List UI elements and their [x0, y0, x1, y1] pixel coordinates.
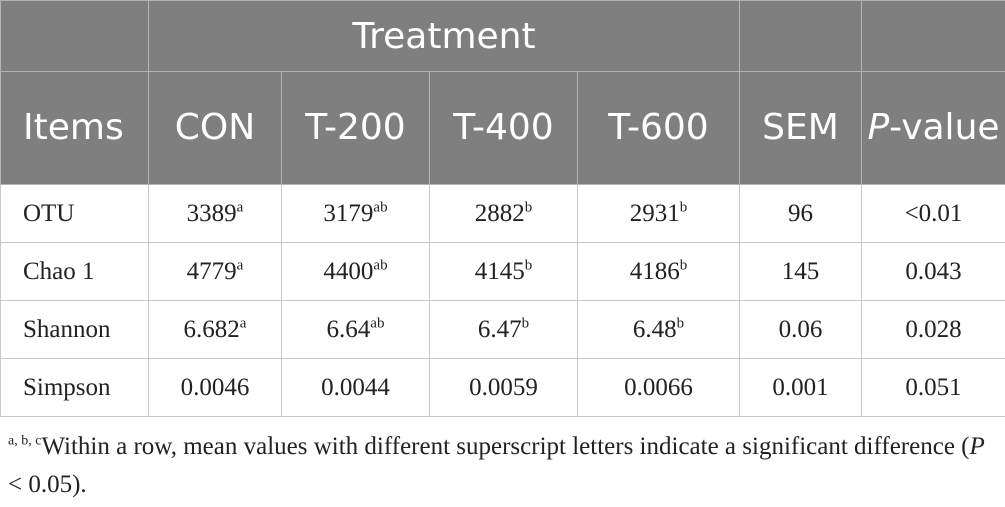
cell-value: 6.682	[183, 315, 240, 343]
header-empty-cell	[0, 0, 149, 72]
footnote-tail: < 0.05).	[8, 471, 87, 498]
header-empty-cell	[861, 0, 1005, 72]
table-cell: 0.051	[861, 358, 1005, 417]
cell-value: 4400	[323, 257, 374, 285]
column-header-sem: SEM	[739, 71, 862, 185]
cell-superscript: b	[679, 257, 688, 274]
column-header-pvalue: P-value	[861, 71, 1005, 185]
pvalue-italic-p: P	[867, 107, 890, 148]
table-cell: 4400ab	[281, 242, 430, 301]
column-header-con: CON	[148, 71, 282, 185]
items-header: Items	[0, 71, 149, 185]
cell-superscript: a	[236, 199, 244, 216]
header-row-columns: Items CON T-200 T-400 T-600 SEM P-value	[0, 71, 1005, 185]
cell-value: 4779	[186, 257, 237, 285]
cell-superscript: a	[236, 257, 244, 274]
table-cell: 0.0046	[148, 358, 282, 417]
table-cell: 145	[739, 242, 862, 301]
cell-value: 0.0046	[180, 373, 250, 401]
cell-value: 0.028	[905, 315, 962, 343]
cell-value: 2931	[629, 199, 680, 227]
row-item-label: Shannon	[0, 300, 149, 359]
cell-superscript: ab	[373, 199, 388, 216]
cell-value: 0.043	[905, 257, 962, 285]
cell-value: 3389	[186, 199, 237, 227]
table-cell: 0.001	[739, 358, 862, 417]
cell-value: 6.48	[632, 315, 677, 343]
cell-value: 4186	[629, 257, 680, 285]
table-cell: 3179ab	[281, 184, 430, 243]
table-cell: 0.043	[861, 242, 1005, 301]
table-cell: 6.64ab	[281, 300, 430, 359]
cell-value: 0.0066	[624, 373, 693, 401]
cell-superscript: b	[524, 257, 533, 274]
table-cell: 4186b	[577, 242, 740, 301]
cell-value: 145	[781, 257, 820, 285]
column-header-t200: T-200	[281, 71, 430, 185]
results-table: Treatment Items CON T-200 T-400 T-600 SE…	[0, 0, 1005, 417]
cell-value: <0.01	[904, 199, 963, 227]
table-row: Simpson 0.0046 0.0044 0.0059 0.0066 0.001 0.05…	[0, 358, 1005, 417]
treatment-group-header: Treatment	[148, 0, 740, 72]
footnote-text: Within a row, mean values with different…	[41, 433, 970, 460]
table-cell: 0.0066	[577, 358, 740, 417]
table-row: Chao 1 4779a 4400ab 4145b 4186b 145 0.043	[0, 242, 1005, 301]
cell-superscript: ab	[373, 257, 388, 274]
table-cell: 96	[739, 184, 862, 243]
cell-superscript: b	[521, 315, 530, 332]
column-header-t600: T-600	[577, 71, 740, 185]
row-item-label: Chao 1	[0, 242, 149, 301]
footnote-italic-p: P	[969, 433, 985, 460]
cell-superscript: ab	[370, 315, 385, 332]
table-cell: <0.01	[861, 184, 1005, 243]
cell-value: 0.06	[778, 315, 823, 343]
row-item-label: OTU	[0, 184, 149, 243]
table-cell: 4779a	[148, 242, 282, 301]
table-cell: 0.06	[739, 300, 862, 359]
table-cell: 6.682a	[148, 300, 282, 359]
cell-superscript: b	[679, 199, 688, 216]
table-row: OTU 3389a 3179ab 2882b 2931b 96 <0.01	[0, 184, 1005, 243]
cell-value: 3179	[323, 199, 374, 227]
cell-value: 96	[788, 199, 813, 227]
cell-superscript: a	[239, 315, 247, 332]
table-cell: 0.028	[861, 300, 1005, 359]
cell-superscript: b	[676, 315, 685, 332]
table-cell: 2882b	[429, 184, 578, 243]
footnote-superscript: a, b, c	[8, 433, 42, 449]
cell-value: 6.64	[326, 315, 371, 343]
cell-value: 0.0059	[469, 373, 538, 401]
cell-value: 0.001	[772, 373, 829, 401]
cell-superscript: b	[524, 199, 533, 216]
header-row-group: Treatment	[0, 0, 1005, 72]
row-item-label: Simpson	[0, 358, 149, 417]
table-cell: 2931b	[577, 184, 740, 243]
cell-value: 6.47	[477, 315, 522, 343]
cell-value: 0.051	[905, 373, 962, 401]
table-cell: 0.0059	[429, 358, 578, 417]
table-cell: 4145b	[429, 242, 578, 301]
cell-value: 0.0044	[321, 373, 390, 401]
table-cell: 6.47b	[429, 300, 578, 359]
table-footnote: a, b, cWithin a row, mean values with di…	[8, 428, 998, 504]
cell-value: 4145	[474, 257, 525, 285]
cell-value: 2882	[474, 199, 525, 227]
header-empty-cell	[739, 0, 862, 72]
column-header-t400: T-400	[429, 71, 578, 185]
table-cell: 0.0044	[281, 358, 430, 417]
table-row: Shannon 6.682a 6.64ab 6.47b 6.48b 0.06 0.028	[0, 300, 1005, 359]
table-cell: 6.48b	[577, 300, 740, 359]
pvalue-label: -value	[889, 107, 1000, 148]
table-body: OTU 3389a 3179ab 2882b 2931b 96 <0.01 Chao 1 477…	[0, 184, 1005, 417]
table-cell: 3389a	[148, 184, 282, 243]
